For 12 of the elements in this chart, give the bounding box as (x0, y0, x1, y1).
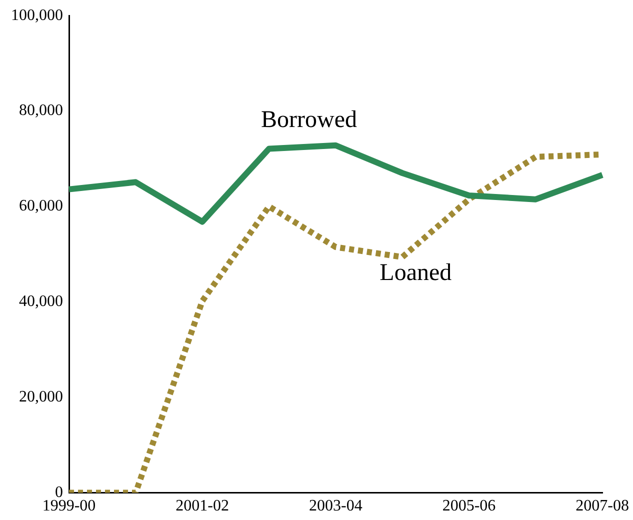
y-tick-label: 100,000 (11, 6, 63, 24)
x-tick-label: 2005-06 (442, 498, 496, 515)
x-tick-label: 2001-02 (176, 498, 229, 515)
y-tick-label: 20,000 (19, 388, 63, 406)
y-tick-label: 40,000 (19, 293, 63, 310)
y-tick-label: 60,000 (19, 198, 63, 215)
y-tick-label: 80,000 (19, 102, 63, 120)
series-label: Loaned (380, 260, 452, 286)
x-tick-label: 1999-00 (42, 498, 96, 515)
series-label: Borrowed (261, 107, 357, 134)
x-tick-label: 2007-08 (576, 498, 629, 515)
x-tick-label: 2003-04 (309, 498, 362, 515)
